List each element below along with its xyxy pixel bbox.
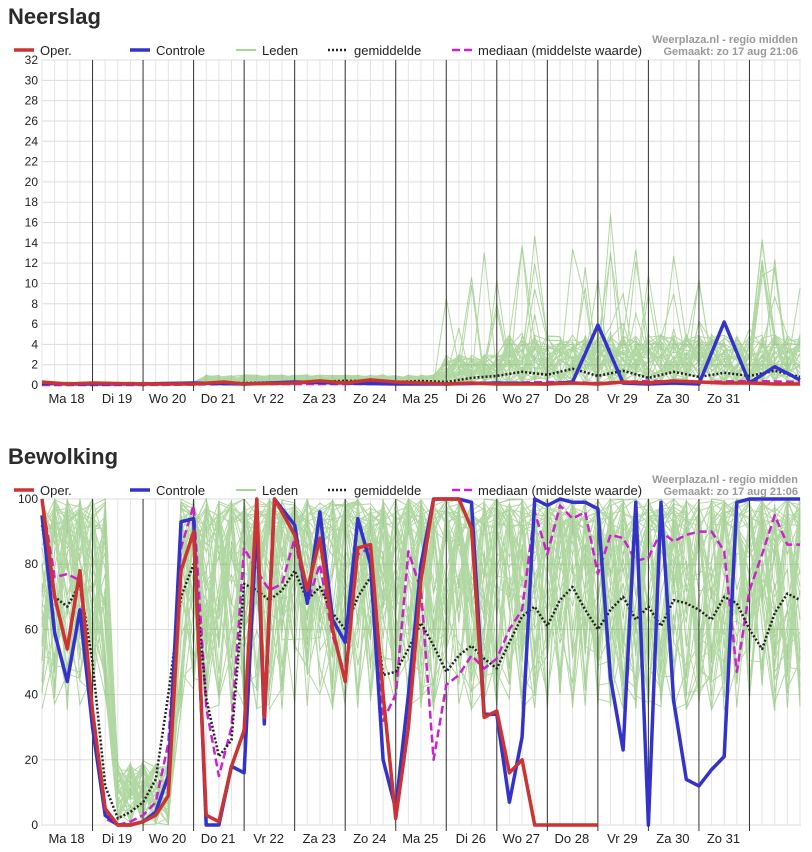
x-tick-label: Zo 31 — [707, 831, 740, 846]
y-tick-label: 0 — [31, 818, 38, 832]
x-tick-label: Vr 29 — [607, 391, 638, 406]
series-line-oper — [40, 497, 598, 827]
member-line — [41, 497, 801, 826]
x-tick-label: Vr 29 — [607, 831, 638, 846]
bewolking-title: Bewolking — [8, 444, 119, 469]
x-tick-label: Ma 25 — [402, 831, 438, 846]
x-tick-label: Zo 24 — [353, 831, 386, 846]
series-line-gemiddelde — [40, 524, 801, 820]
y-tick-label: 28 — [25, 94, 39, 108]
member-line — [41, 498, 801, 820]
y-tick-label: 10 — [25, 276, 39, 290]
legend-label-leden: Leden — [262, 483, 298, 498]
member-line — [41, 497, 801, 826]
legend-label-mediaan: mediaan (middelste waarde) — [478, 43, 642, 58]
x-tick-label: Ma 25 — [402, 391, 438, 406]
x-tick-label: Do 28 — [555, 831, 590, 846]
x-tick-label: Wo 27 — [503, 391, 540, 406]
legend-label-controle: Controle — [156, 43, 205, 58]
y-tick-label: 8 — [31, 297, 38, 311]
legend-label-leden: Leden — [262, 43, 298, 58]
x-tick-label: Ma 18 — [48, 391, 84, 406]
member-line — [41, 498, 801, 807]
member-line — [41, 501, 801, 818]
y-tick-label: 6 — [31, 317, 38, 331]
x-tick-label: Za 30 — [656, 831, 689, 846]
member-line — [41, 497, 801, 826]
x-tick-label: Di 26 — [456, 831, 486, 846]
member-line — [41, 497, 801, 825]
neerslag-title: Neerslag — [8, 4, 101, 29]
y-tick-label: 26 — [25, 114, 39, 128]
y-tick-label: 24 — [25, 134, 39, 148]
legend-label-gemiddelde: gemiddelde — [354, 43, 421, 58]
source-label: Weerplaza.nl - regio midden — [652, 34, 798, 46]
y-tick-label: 12 — [25, 256, 39, 270]
x-tick-label: Za 23 — [303, 391, 336, 406]
y-tick-label: 32 — [25, 53, 39, 67]
series-line-oper — [41, 378, 800, 386]
y-tick-label: 30 — [25, 73, 39, 87]
y-tick-label: 16 — [25, 216, 39, 230]
x-tick-label: Ma 18 — [48, 831, 84, 846]
y-tick-label: 20 — [25, 175, 39, 189]
legend-label-mediaan: mediaan (middelste waarde) — [478, 483, 642, 498]
legend-label-oper: Oper. — [40, 483, 72, 498]
x-tick-label: Wo 20 — [149, 391, 186, 406]
source-label: Weerplaza.nl - regio midden — [652, 474, 798, 486]
y-tick-label: 80 — [25, 557, 39, 571]
x-tick-label: Vr 22 — [253, 391, 284, 406]
x-tick-label: Do 21 — [201, 391, 236, 406]
x-tick-label: Do 21 — [201, 831, 236, 846]
x-tick-label: Di 19 — [102, 831, 132, 846]
member-line — [41, 498, 801, 813]
member-line — [41, 497, 801, 823]
y-tick-label: 60 — [25, 622, 39, 636]
x-tick-label: Zo 31 — [707, 391, 740, 406]
x-tick-label: Di 26 — [456, 391, 486, 406]
member-line — [41, 497, 801, 823]
y-tick-label: 40 — [25, 688, 39, 702]
y-tick-label: 14 — [25, 236, 39, 250]
member-line — [41, 498, 801, 811]
x-tick-label: Zo 24 — [353, 391, 386, 406]
y-tick-label: 0 — [31, 378, 38, 392]
x-tick-label: Do 28 — [555, 391, 590, 406]
member-line — [41, 499, 801, 817]
y-tick-label: 22 — [25, 155, 39, 169]
x-tick-label: Di 19 — [102, 391, 132, 406]
y-tick-label: 4 — [31, 337, 38, 351]
x-tick-label: Wo 20 — [149, 831, 186, 846]
x-tick-label: Za 30 — [656, 391, 689, 406]
member-line — [41, 497, 801, 817]
x-tick-label: Vr 22 — [253, 831, 284, 846]
x-tick-label: Za 23 — [303, 831, 336, 846]
x-tick-label: Wo 27 — [503, 831, 540, 846]
legend-label-gemiddelde: gemiddelde — [354, 483, 421, 498]
y-tick-label: 100 — [18, 492, 38, 506]
made-label: Gemaakt: zo 17 aug 21:06 — [663, 46, 798, 58]
legend-label-controle: Controle — [156, 483, 205, 498]
legend-label-oper: Oper. — [40, 43, 72, 58]
made-label: Gemaakt: zo 17 aug 21:06 — [663, 486, 798, 498]
y-tick-label: 18 — [25, 195, 39, 209]
y-tick-label: 2 — [31, 358, 38, 372]
member-line — [41, 500, 801, 815]
member-line — [41, 501, 801, 810]
y-tick-label: 20 — [25, 753, 39, 767]
member-line — [41, 500, 801, 819]
